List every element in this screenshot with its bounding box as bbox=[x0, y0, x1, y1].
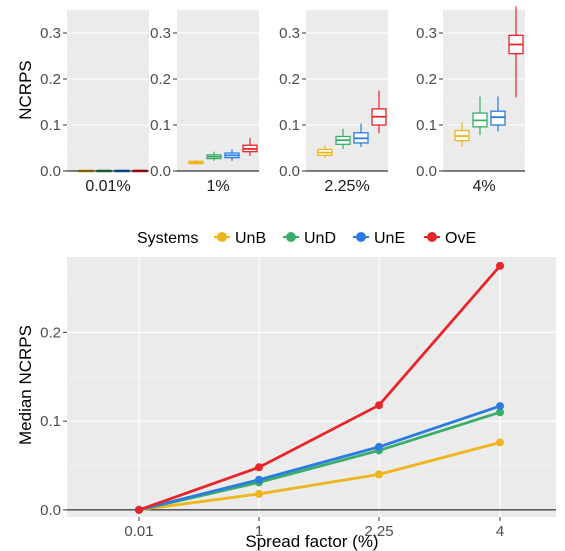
box-UnB bbox=[317, 145, 333, 159]
y-tick-label: 0.2 bbox=[150, 71, 171, 88]
panel-background bbox=[306, 10, 388, 171]
panel-label: 4% bbox=[472, 178, 495, 195]
y-tick-label: 0.1 bbox=[279, 117, 300, 134]
line-x-axis-title: Spread factor (%) bbox=[245, 532, 378, 551]
legend-item-OvE: OvE bbox=[424, 230, 476, 247]
panel-background bbox=[67, 10, 149, 171]
legend-label: UnD bbox=[304, 230, 336, 247]
y-tick-label: 0.2 bbox=[40, 324, 61, 341]
box-panels: NCRPS 0.00.10.20.30.01%0.00.10.20.31%0.0… bbox=[16, 6, 525, 195]
panel-label: 1% bbox=[206, 178, 229, 195]
data-point bbox=[255, 463, 263, 472]
series-line bbox=[138, 441, 501, 512]
legend-item-UnB: UnB bbox=[214, 230, 266, 247]
y-tick-label: 0.0 bbox=[150, 163, 171, 180]
data-point bbox=[375, 442, 383, 451]
box-UnD bbox=[472, 96, 488, 136]
data-point bbox=[135, 505, 143, 514]
box-OvE bbox=[242, 137, 258, 156]
data-point bbox=[255, 475, 263, 484]
legend-item-UnE: UnE bbox=[353, 230, 405, 247]
y-tick-label: 0.1 bbox=[40, 413, 61, 430]
series-line bbox=[138, 264, 502, 512]
box-UnE bbox=[353, 123, 369, 148]
box-UnE bbox=[490, 96, 506, 132]
box-UnE bbox=[224, 149, 240, 161]
box-UnD bbox=[206, 151, 222, 161]
y-tick-label: 0.0 bbox=[416, 163, 437, 180]
data-point bbox=[496, 438, 504, 447]
y-tick-label: 0.2 bbox=[279, 71, 300, 88]
x-tick-label: 1 bbox=[255, 523, 263, 540]
y-tick-label: 0.2 bbox=[416, 71, 437, 88]
box-OvE bbox=[371, 90, 387, 134]
series-line bbox=[138, 404, 501, 512]
x-tick-label: 2.25 bbox=[364, 523, 393, 540]
y-tick-label: 0.3 bbox=[416, 25, 437, 42]
legend: Systems UnB UnD UnE OvE bbox=[137, 230, 476, 247]
legend-title: Systems bbox=[137, 230, 198, 247]
legend-key-dot bbox=[427, 232, 437, 242]
legend-key-dot bbox=[286, 232, 296, 242]
panel-background bbox=[177, 10, 259, 171]
y-tick-label: 0.0 bbox=[40, 502, 61, 519]
line-chart: Median NCRPS Spread factor (%) 0.0 0.1 0.2… bbox=[16, 257, 556, 551]
data-point bbox=[375, 470, 383, 479]
y-tick-label: 0.1 bbox=[416, 117, 437, 134]
box-panel: 0.0 0.1 0.2 0.3 1% bbox=[150, 10, 259, 195]
data-point bbox=[496, 408, 504, 417]
box-panel: 0.0 0.1 0.2 0.3 0.01% bbox=[40, 10, 149, 195]
box-UnB bbox=[454, 122, 470, 148]
y-tick-label: 0.3 bbox=[40, 25, 61, 42]
y-tick-label: 0.3 bbox=[150, 25, 171, 42]
box-panels-root: 0.0 0.1 0.2 0.3 0.01% 0.0 0.1 0.2 0.3 1% 0.0 0.1 0.2… bbox=[40, 6, 525, 195]
data-point bbox=[496, 261, 504, 270]
y-tick-label: 0.1 bbox=[150, 117, 171, 134]
series-OvE bbox=[135, 261, 504, 514]
data-point bbox=[375, 401, 383, 410]
data-point bbox=[496, 402, 504, 411]
box-body bbox=[490, 110, 506, 126]
line-y-axis-title: Median NCRPS bbox=[16, 325, 35, 445]
panel-label: 0.01% bbox=[85, 178, 130, 195]
y-tick-label: 0.1 bbox=[40, 117, 61, 134]
panel-background bbox=[443, 10, 525, 171]
legend-label: UnB bbox=[235, 230, 266, 247]
legend-key-dot bbox=[356, 232, 366, 242]
y-tick-label: 0.3 bbox=[279, 25, 300, 42]
box-y-axis-title: NCRPS bbox=[16, 60, 35, 120]
y-tick-label: 0.2 bbox=[40, 71, 61, 88]
y-tick-label: 0.0 bbox=[40, 163, 61, 180]
legend-item-UnD: UnD bbox=[283, 230, 336, 247]
panel-label: 2.25% bbox=[324, 178, 369, 195]
plot-background bbox=[67, 257, 556, 517]
line-chart-root: 0.0 0.1 0.2 0.01 1 2.25 4 bbox=[40, 257, 556, 540]
legend-items: UnB UnD UnE OvE bbox=[214, 230, 476, 247]
legend-label: UnE bbox=[374, 230, 405, 247]
box-OvE bbox=[508, 6, 524, 98]
legend-label: OvE bbox=[445, 230, 476, 247]
box-panel: 0.0 0.1 0.2 0.3 4% bbox=[416, 6, 525, 195]
box-UnD bbox=[335, 128, 351, 149]
y-tick-label: 0.0 bbox=[279, 163, 300, 180]
data-point bbox=[255, 489, 263, 498]
box-UnB bbox=[188, 159, 204, 165]
legend-key-dot bbox=[217, 232, 227, 242]
x-tick-label: 0.01 bbox=[124, 523, 153, 540]
x-tick-label: 4 bbox=[496, 523, 504, 540]
box-panel: 0.0 0.1 0.2 0.3 2.25% bbox=[279, 10, 388, 195]
